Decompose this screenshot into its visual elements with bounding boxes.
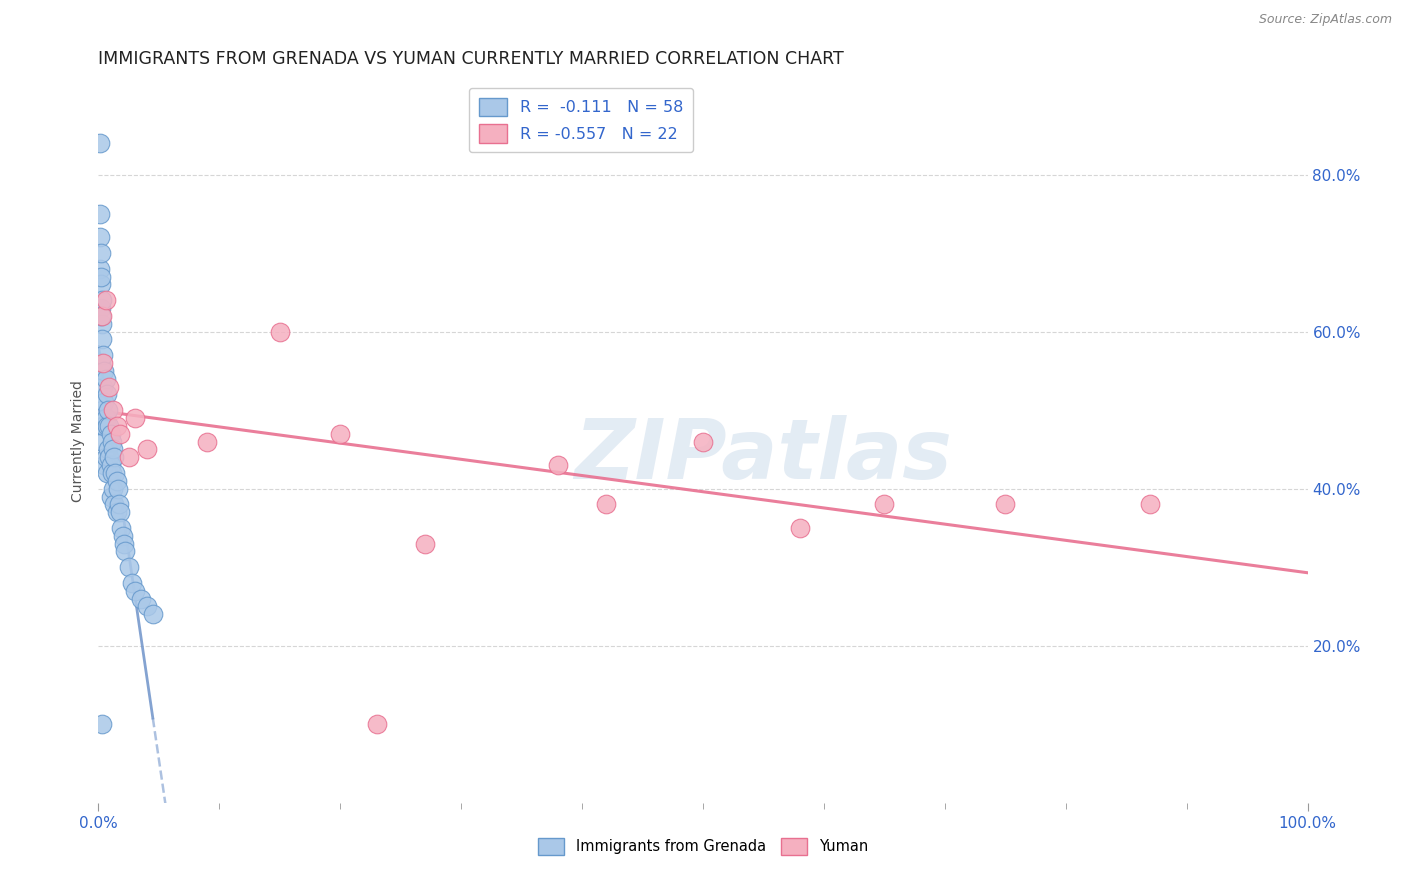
Point [195,434,218,449]
Point [93,458,115,472]
Point [111,529,134,543]
Point [96,418,118,433]
Point [114,544,136,558]
Point [97,403,120,417]
Point [142,607,165,622]
Point [96,387,118,401]
Text: Source: ZipAtlas.com: Source: ZipAtlas.com [1258,13,1392,27]
Point [101,442,124,457]
Y-axis label: Currently Married: Currently Married [72,381,86,502]
Point [135,442,157,457]
Point [91,403,114,417]
Point [90,301,112,315]
Point [121,575,143,590]
Point [789,521,811,535]
Point [100,434,122,449]
Point [90,356,112,370]
Point [97,442,120,457]
Point [129,591,152,606]
Point [110,521,132,535]
Legend: Immigrants from Grenada, Yuman: Immigrants from Grenada, Yuman [533,832,873,861]
Point [91,317,114,331]
Text: ZIPatlas: ZIPatlas [575,416,952,497]
Point [94,411,117,425]
Point [108,505,131,519]
Point [98,379,121,393]
Point [96,466,118,480]
Point [105,505,128,519]
Point [104,466,127,480]
Point [100,458,122,472]
Point [94,372,117,386]
Point [100,426,122,441]
Point [118,560,141,574]
Point [873,497,896,511]
Point [108,497,131,511]
Point [105,474,128,488]
Point [93,364,115,378]
Text: IMMIGRANTS FROM GRENADA VS YUMAN CURRENTLY MARRIED CORRELATION CHART: IMMIGRANTS FROM GRENADA VS YUMAN CURRENT… [98,50,844,68]
Point [91,379,114,393]
Point [89,230,111,244]
Point [93,418,115,433]
Point [103,450,125,465]
Point [89,136,111,150]
Point [100,466,122,480]
Point [91,348,114,362]
Point [89,207,111,221]
Point [107,482,129,496]
Point [90,309,112,323]
Point [89,261,111,276]
Point [93,395,115,409]
Point [105,418,128,433]
Point [91,293,114,308]
Point [124,411,146,425]
Point [90,277,112,292]
Point [101,482,124,496]
Point [118,450,141,465]
Point [90,246,112,260]
Point [101,403,124,417]
Point [91,418,114,433]
Point [547,458,569,472]
Point [994,497,1017,511]
Point [98,418,121,433]
Point [98,450,121,465]
Point [329,426,352,441]
Point [269,325,291,339]
Point [91,717,114,731]
Point [692,434,714,449]
Point [135,599,157,614]
Point [94,450,117,465]
Point [108,426,131,441]
Point [112,536,135,550]
Point [91,356,114,370]
Point [366,717,388,731]
Point [91,309,114,323]
Point [413,536,436,550]
Point [100,490,122,504]
Point [94,293,117,308]
Point [595,497,617,511]
Point [103,497,125,511]
Point [91,333,114,347]
Point [124,583,146,598]
Point [1139,497,1161,511]
Point [90,269,112,284]
Point [91,434,114,449]
